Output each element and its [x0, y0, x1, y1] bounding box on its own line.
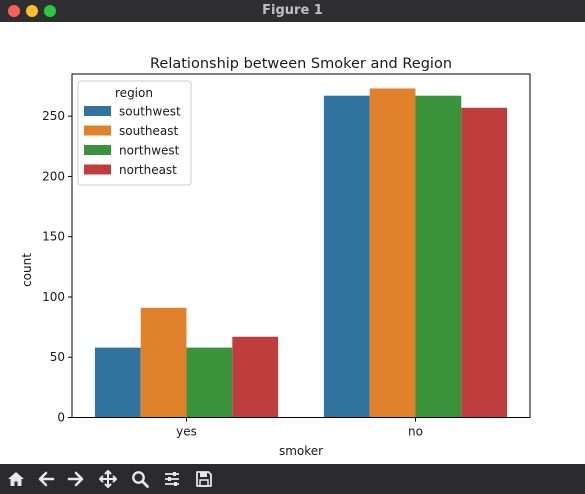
x-axis-label: smoker: [279, 444, 323, 458]
legend-swatch-northeast: [84, 164, 111, 175]
bar-southwest-no: [323, 95, 370, 418]
legend-title: region: [115, 86, 153, 100]
window-title: Figure 1: [262, 3, 323, 18]
x-tick-label: no: [408, 425, 423, 439]
save-icon: [196, 471, 212, 487]
save-button[interactable]: [190, 468, 218, 490]
window-titlebar: Figure 1: [0, 0, 585, 22]
minimize-window-button[interactable]: [26, 5, 38, 17]
legend-swatch-northwest: [84, 145, 111, 155]
bar-southeast-no: [369, 88, 416, 418]
bar-northeast-yes: [232, 336, 279, 418]
pan-button[interactable]: [94, 468, 122, 490]
y-axis-label: count: [20, 253, 34, 287]
legend-label-southwest: southwest: [119, 105, 181, 119]
back-button[interactable]: [32, 468, 60, 490]
legend-swatch-southwest: [84, 106, 111, 116]
bar-northwest-yes: [186, 347, 233, 418]
home-button[interactable]: [2, 468, 30, 490]
x-axis: yes no: [176, 417, 423, 439]
forward-arrow-icon: [67, 471, 84, 487]
close-window-button[interactable]: [8, 5, 20, 17]
x-tick-label: yes: [176, 425, 197, 439]
bar-southwest-yes: [94, 347, 141, 418]
y-tick-label: 150: [42, 230, 65, 244]
legend-label-northwest: northwest: [119, 144, 180, 158]
home-icon: [8, 472, 24, 486]
back-arrow-icon: [38, 471, 55, 487]
bar-southeast-yes: [140, 307, 187, 418]
navigation-toolbar: [0, 464, 585, 494]
figure-canvas: Relationship between Smoker and Region 0…: [0, 22, 585, 464]
chart-title: Relationship between Smoker and Region: [150, 56, 452, 72]
y-tick-label: 50: [50, 350, 65, 364]
pan-icon: [99, 470, 117, 488]
bar-chart: Relationship between Smoker and Region 0…: [20, 56, 531, 458]
y-tick-label: 200: [42, 169, 65, 183]
configure-subplots-icon: [165, 472, 179, 486]
bar-northwest-no: [415, 95, 462, 418]
y-tick-label: 100: [42, 290, 65, 304]
plot-frame: [71, 73, 531, 418]
y-tick-label: 250: [42, 109, 65, 123]
y-axis: 0 50 100 150 200 250: [42, 109, 72, 425]
zoom-icon: [132, 471, 149, 488]
legend-entries: southwest southeast northwest northeast: [84, 105, 181, 177]
legend-swatch-southeast: [84, 125, 111, 136]
y-tick-label: 0: [57, 411, 65, 425]
bars-group: [94, 88, 508, 418]
zoom-button[interactable]: [126, 468, 154, 490]
legend-label-southeast: southeast: [119, 124, 178, 138]
forward-button[interactable]: [62, 468, 90, 490]
legend-label-northeast: northeast: [119, 163, 177, 177]
maximize-window-button[interactable]: [44, 5, 56, 17]
legend: region southwest southeast northwest northe…: [77, 80, 192, 186]
configure-subplots-button[interactable]: [158, 468, 186, 490]
bar-northeast-no: [461, 107, 508, 418]
